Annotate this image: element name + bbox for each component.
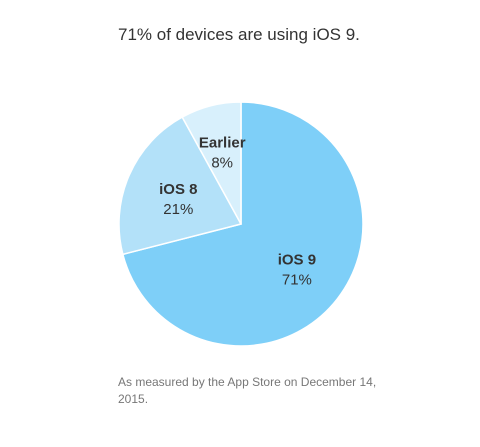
slice-value-ios-8: 21% (163, 201, 193, 218)
pie-labels: iOS 9 71% iOS 8 21% Earlier 8% (159, 135, 316, 289)
slice-value-earlier: 8% (211, 155, 233, 172)
slice-label-earlier: Earlier (199, 135, 246, 152)
slice-value-ios-9: 71% (282, 271, 312, 288)
headline: 71% of devices are using iOS 9. (118, 25, 360, 44)
pie-slice-earlier (181, 101, 242, 225)
pie-slice-ios-9 (121, 101, 364, 347)
pie-slice-ios-8 (118, 116, 243, 256)
footnote: As measured by the App Store on December… (118, 375, 377, 406)
slice-label-ios-9: iOS 9 (278, 251, 316, 268)
pie-slices (118, 101, 364, 347)
slice-label-ios-8: iOS 8 (159, 181, 197, 198)
